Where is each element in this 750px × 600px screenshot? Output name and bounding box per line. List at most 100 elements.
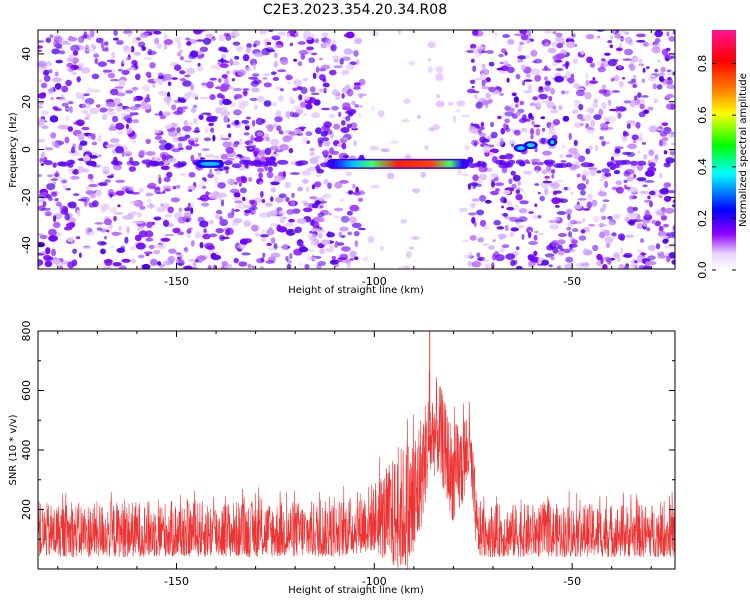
noise-blob (232, 143, 239, 148)
noise-blob (137, 41, 146, 48)
noise-blob (139, 32, 150, 38)
noise-blob (188, 258, 196, 262)
noise-blob (311, 112, 321, 119)
noise-blob (644, 180, 655, 183)
noise-blob (345, 115, 351, 122)
noise-blob (596, 35, 601, 39)
noise-blob (89, 193, 96, 199)
noise-blob (566, 208, 572, 216)
noise-blob (534, 165, 542, 172)
noise-blob (482, 145, 491, 153)
noise-blob (96, 227, 103, 231)
noise-blob (293, 105, 301, 111)
noise-blob (370, 184, 380, 189)
noise-blob (630, 164, 638, 169)
noise-blob (567, 77, 575, 84)
noise-blob (648, 125, 657, 133)
noise-blob (270, 153, 280, 157)
noise-blob (270, 252, 281, 258)
noise-blob (659, 188, 670, 195)
noise-blob (510, 227, 519, 232)
noise-blob (634, 95, 638, 100)
noise-blob (628, 194, 633, 201)
noise-blob (229, 188, 240, 194)
noise-blob (353, 140, 357, 147)
noise-blob (659, 172, 663, 179)
noise-blob (549, 224, 560, 230)
noise-blob (543, 76, 549, 81)
noise-blob (135, 221, 144, 224)
noise-blob (163, 73, 172, 81)
noise-blob (498, 233, 507, 240)
noise-blob (576, 87, 585, 91)
noise-blob (348, 216, 357, 224)
noise-blob (585, 79, 589, 87)
snr-ytick-label: 200 (20, 499, 33, 520)
noise-blob (90, 152, 98, 156)
noise-blob (469, 79, 476, 85)
noise-blob (658, 75, 664, 82)
noise-blob (663, 81, 667, 86)
noise-blob (493, 219, 502, 226)
noise-blob (233, 181, 238, 185)
noise-blob (504, 224, 509, 232)
noise-blob (601, 58, 606, 62)
noise-blob (220, 134, 224, 141)
noise-blob (654, 32, 663, 37)
noise-blob (609, 44, 614, 49)
noise-blob (534, 74, 542, 82)
noise-blob (268, 227, 273, 231)
noise-blob (521, 233, 525, 240)
noise-blob (242, 196, 246, 202)
noise-blob (67, 36, 78, 42)
noise-blob (600, 122, 609, 129)
noise-blob (67, 168, 75, 171)
noise-blob (472, 30, 479, 36)
noise-blob (517, 180, 522, 187)
noise-blob (267, 247, 277, 251)
noise-blob (293, 58, 298, 62)
noise-blob (70, 175, 80, 180)
noise-blob (531, 120, 535, 126)
noise-blob (59, 204, 64, 211)
noise-blob (634, 260, 638, 264)
noise-blob (109, 79, 120, 82)
noise-blob (256, 131, 264, 136)
noise-blob (163, 111, 171, 117)
noise-blob (629, 100, 636, 108)
noise-blob (163, 43, 168, 50)
noise-blob (515, 73, 521, 80)
noise-blob (564, 90, 571, 94)
noise-blob (261, 229, 266, 234)
noise-blob (234, 119, 240, 125)
noise-blob (153, 30, 162, 35)
noise-blob (261, 199, 266, 203)
noise-blob (116, 40, 124, 45)
noise-blob (341, 120, 346, 126)
noise-blob (330, 150, 340, 155)
noise-blob (131, 86, 139, 91)
noise-blob (572, 58, 578, 64)
noise-blob (54, 71, 59, 77)
noise-blob (530, 49, 538, 57)
noise-blob (139, 205, 146, 210)
noise-blob (313, 99, 321, 106)
noise-blob (93, 53, 100, 58)
noise-blob (255, 117, 264, 125)
noise-blob (160, 237, 171, 242)
noise-blob (177, 216, 186, 224)
noise-blob (356, 58, 360, 66)
noise-blob (61, 85, 69, 93)
noise-blob (245, 116, 251, 120)
noise-blob (568, 243, 578, 248)
noise-blob (504, 111, 515, 117)
noise-blob (618, 263, 625, 269)
noise-blob (611, 232, 617, 237)
noise-blob (275, 86, 282, 90)
noise-blob (276, 125, 282, 132)
noise-blob (660, 66, 666, 73)
noise-blob (294, 31, 299, 37)
noise-blob (130, 210, 137, 216)
noise-blob (167, 256, 176, 262)
noise-blob (580, 50, 585, 55)
